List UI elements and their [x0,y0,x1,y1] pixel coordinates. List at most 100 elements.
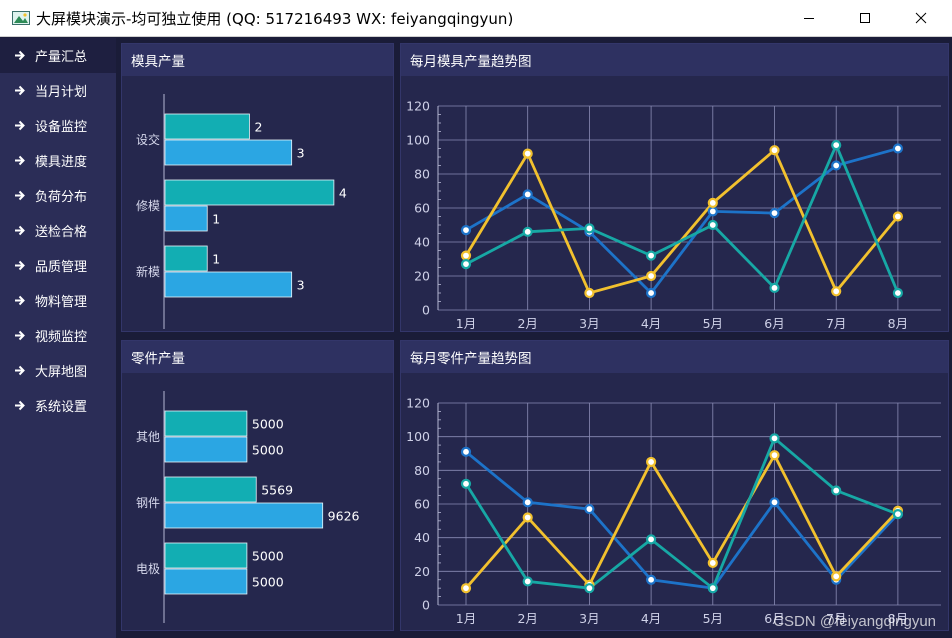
sidebar-item-label: 大屏地图 [35,365,88,380]
y-tick-label: 0 [422,598,430,613]
sidebar-item-big-screen-map[interactable]: 大屏地图 [0,353,116,388]
series-line [464,147,899,295]
data-point [769,450,780,461]
data-point [646,574,657,585]
x-tick-label: 8月 [888,316,908,331]
data-label: 3 [297,146,305,161]
mold-trend-panel: 每月模具产量趋势图 0 20 40 60 80 100 120 1月 2月 3月 4月 5月 6月 7月 8… [400,43,949,332]
data-point [460,225,472,236]
bar [164,179,335,206]
series-line [464,452,899,590]
data-point [831,286,842,297]
data-point [831,485,842,496]
data-point [769,145,780,156]
panel-title: 每月零件产量趋势图 [401,341,948,373]
series-line [465,450,899,590]
sidebar: 产量汇总 当月计划 设备监控 模具进度 负荷分布 送检合格 品质管理 物料管理 … [0,38,116,638]
bar [164,568,248,595]
x-tick-label: 3月 [579,316,599,331]
sidebar-item-label: 送检合格 [35,225,88,240]
part-output-bar-chart: 其他 5000 5000 钢件 5569 9626 电极 5000 5000 [136,391,360,623]
sidebar-item-system-settings[interactable]: 系统设置 [0,388,116,423]
sidebar-item-mold-progress[interactable]: 模具进度 [0,143,116,178]
y-tick-label: 100 [406,133,430,148]
arrow-right-icon [15,295,25,306]
bar [164,436,248,463]
sidebar-item-inspection-pass[interactable]: 送检合格 [0,213,116,248]
x-tick-label: 3月 [579,611,599,626]
close-button[interactable] [896,0,946,36]
data-label: 5000 [252,549,284,564]
category-label: 设交 [136,132,160,147]
y-tick-label: 40 [414,235,430,250]
arrow-right-icon [15,225,25,236]
series-line [464,436,899,591]
data-point [707,219,718,231]
y-tick-label: 40 [414,530,430,545]
data-point [892,211,903,222]
series-line [465,147,899,296]
data-point [769,433,780,444]
sidebar-item-material-management[interactable]: 物料管理 [0,283,116,318]
title-bar: 大屏模块演示-均可独立使用 (QQ: 517216493 WX: feiyang… [0,0,952,37]
data-label: 5000 [252,443,284,458]
mold-output-bar-chart: 设交 2 3 修模 4 1 新模 1 3 [136,94,347,329]
data-point [460,478,472,489]
data-point [460,250,472,261]
panel-title: 每月模具产量趋势图 [401,44,948,76]
data-point [522,512,533,523]
y-tick-label: 80 [414,463,430,478]
minimize-icon [804,18,814,19]
y-tick-label: 100 [406,429,430,444]
sidebar-item-label: 产量汇总 [35,50,88,65]
data-label: 5569 [261,483,293,498]
y-tick-label: 20 [414,269,430,284]
maximize-button[interactable] [840,0,890,36]
x-tick-label: 5月 [703,611,723,626]
part-output-panel: 零件产量 其他 5000 5000 钢件 5569 9626 电极 5000 5000 [121,340,394,631]
x-tick-label: 7月 [826,611,846,626]
data-point [460,583,472,594]
sidebar-item-monthly-plan[interactable]: 当月计划 [0,73,116,108]
sidebar-item-equipment-monitor[interactable]: 设备监控 [0,108,116,143]
x-tick-label: 6月 [764,611,784,626]
data-point [522,148,533,159]
data-point [707,197,718,209]
data-label: 5000 [252,575,284,590]
panel-title: 零件产量 [122,341,393,373]
mold-trend-line-chart: 0 20 40 60 80 100 120 1月 2月 3月 4月 5月 6月 7月 8月 [406,99,941,331]
arrow-right-icon [15,85,25,96]
y-tick-label: 0 [422,303,430,318]
sidebar-item-video-monitor[interactable]: 视频监控 [0,318,116,353]
sidebar-item-load-distribution[interactable]: 负荷分布 [0,178,116,213]
data-point [707,557,718,569]
dashboard-main: 模具产量 设交 2 3 修模 4 1 新模 1 3 每月模具产量趋势图 0 20 40 60 80 100… [116,38,952,638]
data-point [646,534,657,545]
category-label: 新模 [136,264,160,279]
bar [164,245,208,272]
data-point [769,497,780,508]
data-point [584,583,595,594]
panel-title: 模具产量 [122,44,393,76]
minimize-button[interactable] [784,0,834,36]
data-label: 5000 [252,417,284,432]
arrow-right-icon [15,400,25,411]
data-point [584,503,595,515]
app-icon [12,11,30,25]
mold-output-panel: 模具产量 设交 2 3 修模 4 1 新模 1 3 [121,43,394,332]
x-tick-label: 2月 [517,316,537,331]
arrow-right-icon [15,365,25,376]
data-label: 3 [297,278,305,293]
data-point [584,223,595,234]
bar [164,113,250,140]
category-label: 修模 [136,198,160,213]
bar [164,139,293,166]
sidebar-item-quality-management[interactable]: 品质管理 [0,248,116,283]
y-tick-label: 60 [414,497,430,512]
data-point [892,287,903,299]
sidebar-item-output-summary[interactable]: 产量汇总 [0,38,116,73]
sidebar-item-label: 负荷分布 [35,190,88,205]
sidebar-item-label: 视频监控 [35,330,88,345]
data-point [460,259,472,270]
y-tick-label: 120 [406,99,430,114]
